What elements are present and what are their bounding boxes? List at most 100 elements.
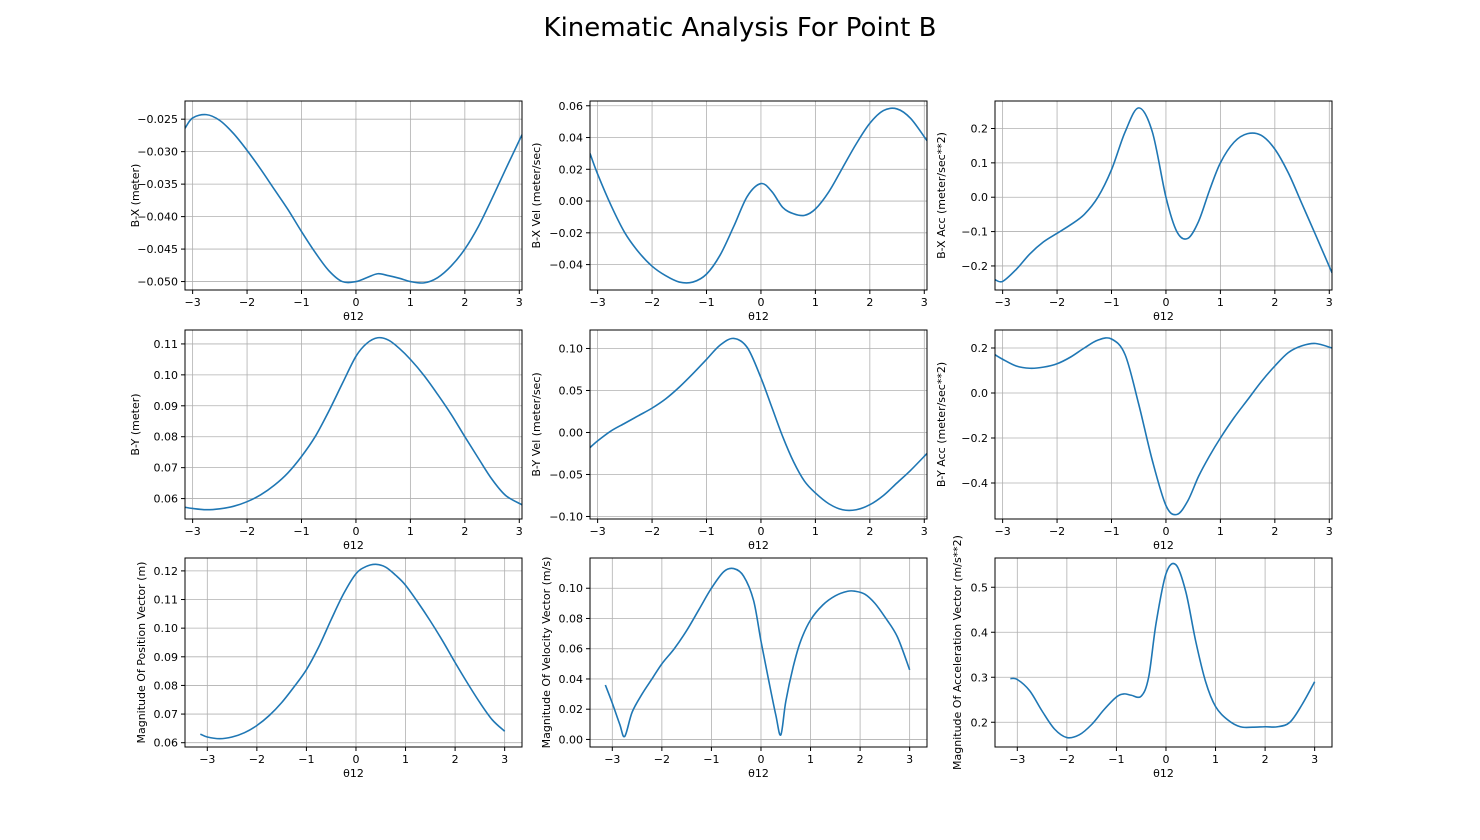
x-tick-label: −1 bbox=[703, 753, 719, 766]
subplot-6: −3 −2 −1 0 1 2 3 −0.4 −0.2 0.0 0.2 θ12 B-Y Acc (mete… bbox=[935, 329, 1333, 552]
x-axis-label: θ12 bbox=[748, 310, 769, 323]
x-tick-label: 2 bbox=[866, 525, 873, 538]
axes-frame bbox=[589, 557, 928, 748]
x-tick-label: 1 bbox=[402, 753, 409, 766]
subplot-5: −3 −2 −1 0 1 2 3 −0.10 −0.05 0.00 0.05 0.10 θ12 B-Y V… bbox=[530, 329, 928, 552]
axes-frame bbox=[994, 329, 1333, 520]
x-tick-label: 0 bbox=[757, 296, 764, 309]
y-tick-label: −0.1 bbox=[961, 226, 988, 239]
y-tick-label: 0.08 bbox=[559, 612, 584, 625]
axes-frame bbox=[994, 557, 1333, 748]
x-tick-label: −1 bbox=[293, 525, 309, 538]
x-axis-label: θ12 bbox=[343, 539, 364, 552]
x-tick-label: 1 bbox=[407, 525, 414, 538]
y-tick-label: −0.035 bbox=[137, 178, 178, 191]
y-tick-label: −0.4 bbox=[961, 477, 988, 490]
x-tick-label: 2 bbox=[461, 296, 468, 309]
x-tick-label: −3 bbox=[604, 753, 620, 766]
x-tick-label: 1 bbox=[812, 296, 819, 309]
plot-area bbox=[590, 101, 927, 290]
series-line bbox=[590, 107, 927, 284]
y-tick-label: 0.4 bbox=[971, 626, 989, 639]
series-line bbox=[185, 113, 522, 284]
series-line bbox=[200, 563, 506, 740]
series-line bbox=[604, 567, 911, 738]
y-tick-label: 0.10 bbox=[154, 622, 179, 635]
x-tick-label: −1 bbox=[293, 296, 309, 309]
y-tick-label: 0.12 bbox=[154, 565, 179, 578]
x-tick-label: 0 bbox=[352, 296, 359, 309]
x-tick-label: 3 bbox=[516, 296, 523, 309]
y-tick-label: 0.10 bbox=[154, 369, 179, 382]
y-tick-label: 0.3 bbox=[971, 671, 989, 684]
series-line bbox=[1010, 562, 1316, 739]
x-tick-label: 2 bbox=[1271, 525, 1278, 538]
x-tick-label: −2 bbox=[654, 753, 670, 766]
x-tick-label: 0 bbox=[1162, 753, 1169, 766]
y-tick-label: 0.08 bbox=[154, 431, 179, 444]
x-tick-label: −1 bbox=[1103, 296, 1119, 309]
subplot-1: −3 −2 −1 0 1 2 3 −0.050 −0.045 −0.040 −0.035 −0.030… bbox=[129, 100, 523, 323]
plot-area bbox=[995, 101, 1332, 290]
x-tick-label: 0 bbox=[1162, 296, 1169, 309]
y-tick-label: 0.0 bbox=[971, 191, 989, 204]
y-tick-label: 0.00 bbox=[559, 733, 584, 746]
figure-title: Kinematic Analysis For Point B bbox=[544, 13, 937, 43]
plot-area bbox=[995, 558, 1332, 747]
x-tick-label: 2 bbox=[866, 296, 873, 309]
y-axis-label: Magnitude Of Velocity Vector (m/s) bbox=[540, 557, 553, 749]
axes-frame bbox=[184, 557, 523, 748]
subplot-3: −3 −2 −1 0 1 2 3 −0.2 −0.1 0.0 0.1 0.2 θ12 B-X Acc (m… bbox=[935, 100, 1333, 323]
x-tick-label: 1 bbox=[812, 525, 819, 538]
y-tick-label: 0.06 bbox=[559, 100, 584, 113]
y-axis-label: B-Y (meter) bbox=[129, 393, 142, 455]
x-axis-label: θ12 bbox=[343, 310, 364, 323]
x-axis-label: θ12 bbox=[748, 539, 769, 552]
x-tick-label: 2 bbox=[452, 753, 459, 766]
y-tick-label: 0.00 bbox=[559, 195, 584, 208]
y-axis-label: B-X Acc (meter/sec**2) bbox=[935, 132, 948, 259]
x-tick-label: −3 bbox=[1009, 753, 1025, 766]
y-tick-label: −0.2 bbox=[961, 260, 988, 273]
x-tick-label: 1 bbox=[1217, 525, 1224, 538]
y-tick-label: 0.04 bbox=[559, 673, 584, 686]
y-tick-label: 0.10 bbox=[559, 342, 584, 355]
y-tick-label: −0.030 bbox=[137, 146, 178, 159]
y-tick-label: 0.5 bbox=[971, 581, 989, 594]
x-axis-label: θ12 bbox=[1153, 539, 1174, 552]
series-line bbox=[995, 337, 1332, 516]
x-tick-label: −2 bbox=[644, 296, 660, 309]
y-tick-label: 0.07 bbox=[154, 462, 179, 475]
x-tick-label: 1 bbox=[407, 296, 414, 309]
x-axis-label: θ12 bbox=[1153, 767, 1174, 780]
x-tick-label: 0 bbox=[757, 525, 764, 538]
x-tick-label: 3 bbox=[516, 525, 523, 538]
y-tick-label: 0.10 bbox=[559, 582, 584, 595]
y-tick-label: 0.1 bbox=[971, 157, 989, 170]
y-tick-label: 0.0 bbox=[971, 387, 989, 400]
x-tick-label: 3 bbox=[906, 753, 913, 766]
x-tick-label: 3 bbox=[501, 753, 508, 766]
y-tick-label: 0.2 bbox=[971, 122, 989, 135]
x-tick-label: −2 bbox=[1049, 296, 1065, 309]
x-tick-label: −1 bbox=[698, 296, 714, 309]
subplot-9: −3 −2 −1 0 1 2 3 0.2 0.3 0.4 0.5 θ12 Magnitude Of Ac… bbox=[951, 535, 1333, 780]
x-tick-label: 3 bbox=[1311, 753, 1318, 766]
plot-area bbox=[995, 330, 1332, 519]
x-axis-label: θ12 bbox=[343, 767, 364, 780]
x-tick-label: 3 bbox=[921, 296, 928, 309]
y-tick-label: 0.11 bbox=[154, 594, 179, 607]
plot-area bbox=[185, 101, 522, 290]
x-tick-label: 1 bbox=[1212, 753, 1219, 766]
y-tick-label: 0.05 bbox=[559, 384, 584, 397]
x-tick-label: −3 bbox=[199, 753, 215, 766]
x-tick-label: 1 bbox=[1217, 296, 1224, 309]
x-tick-label: −3 bbox=[995, 296, 1011, 309]
x-tick-label: 1 bbox=[807, 753, 814, 766]
x-tick-label: −2 bbox=[249, 753, 265, 766]
y-axis-label: B-Y Acc (meter/sec**2) bbox=[935, 362, 948, 487]
y-tick-label: 0.07 bbox=[154, 708, 179, 721]
plot-area bbox=[590, 558, 927, 747]
x-tick-label: 2 bbox=[1262, 753, 1269, 766]
